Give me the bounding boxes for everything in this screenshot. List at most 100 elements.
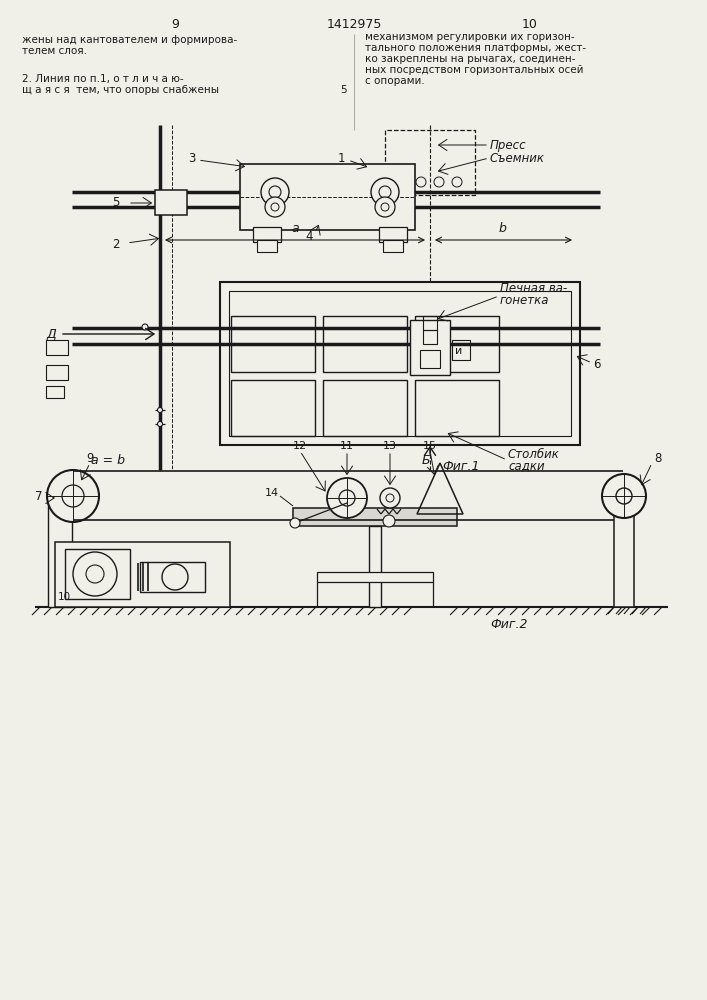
Circle shape bbox=[290, 518, 300, 528]
Bar bbox=[55, 542, 230, 607]
Bar bbox=[293, 508, 457, 526]
Bar bbox=[155, 190, 187, 215]
Bar bbox=[323, 316, 407, 372]
Circle shape bbox=[375, 197, 395, 217]
Bar bbox=[48, 493, 72, 607]
Bar bbox=[452, 340, 470, 360]
Bar bbox=[65, 549, 130, 599]
Text: ных посредством горизонтальных осей: ных посредством горизонтальных осей bbox=[365, 65, 583, 75]
Bar bbox=[420, 350, 440, 368]
Text: 12: 12 bbox=[293, 441, 307, 451]
Text: a: a bbox=[291, 222, 299, 234]
Text: 1412975: 1412975 bbox=[327, 17, 382, 30]
Circle shape bbox=[269, 186, 281, 198]
Text: Фиг.1: Фиг.1 bbox=[442, 460, 479, 474]
Text: Д: Д bbox=[46, 328, 56, 340]
Text: 10: 10 bbox=[58, 592, 71, 602]
Circle shape bbox=[383, 515, 395, 527]
Text: 9: 9 bbox=[86, 452, 94, 464]
Bar bbox=[415, 380, 499, 436]
Text: с опорами.: с опорами. bbox=[365, 76, 425, 86]
Text: 7: 7 bbox=[35, 489, 42, 502]
Circle shape bbox=[380, 488, 400, 508]
Circle shape bbox=[73, 552, 117, 596]
Text: щ а я с я  тем, что опоры снабжены: щ а я с я тем, что опоры снабжены bbox=[22, 85, 219, 95]
Circle shape bbox=[616, 488, 632, 504]
Circle shape bbox=[452, 177, 462, 187]
Bar bbox=[220, 282, 580, 445]
Text: a = b: a = b bbox=[91, 454, 125, 466]
Circle shape bbox=[416, 177, 426, 187]
Text: 8: 8 bbox=[654, 452, 661, 464]
Circle shape bbox=[158, 422, 163, 426]
Text: 13: 13 bbox=[383, 441, 397, 451]
Bar bbox=[410, 320, 450, 375]
Circle shape bbox=[379, 186, 391, 198]
Bar bbox=[231, 380, 315, 436]
Text: Съемник: Съемник bbox=[490, 152, 545, 165]
Text: гонетка: гонетка bbox=[500, 294, 549, 306]
Bar bbox=[229, 291, 571, 436]
Text: 10: 10 bbox=[522, 17, 538, 30]
Bar bbox=[317, 572, 433, 582]
Text: ко закреплены на рычагах, соединен-: ко закреплены на рычагах, соединен- bbox=[365, 54, 575, 64]
Text: 6: 6 bbox=[593, 359, 600, 371]
Bar bbox=[423, 316, 437, 330]
Text: b: b bbox=[498, 222, 506, 234]
Bar bbox=[46, 340, 68, 355]
Text: тального положения платформы, жест-: тального положения платформы, жест- bbox=[365, 43, 586, 53]
Circle shape bbox=[434, 177, 444, 187]
Text: 1: 1 bbox=[338, 151, 346, 164]
Circle shape bbox=[62, 485, 84, 507]
Bar bbox=[383, 240, 403, 252]
Text: телем слоя.: телем слоя. bbox=[22, 46, 87, 56]
Circle shape bbox=[261, 178, 289, 206]
Bar bbox=[231, 316, 315, 372]
Circle shape bbox=[327, 478, 367, 518]
Circle shape bbox=[142, 324, 148, 330]
Circle shape bbox=[602, 474, 646, 518]
Bar bbox=[369, 526, 381, 607]
Text: 5: 5 bbox=[112, 196, 119, 210]
Circle shape bbox=[381, 203, 389, 211]
Circle shape bbox=[86, 565, 104, 583]
Bar bbox=[46, 386, 64, 398]
Circle shape bbox=[271, 203, 279, 211]
Circle shape bbox=[339, 490, 355, 506]
Text: механизмом регулировки их горизон-: механизмом регулировки их горизон- bbox=[365, 32, 575, 42]
Text: 15: 15 bbox=[423, 441, 437, 451]
Bar bbox=[379, 227, 407, 242]
Bar bbox=[46, 365, 68, 380]
Text: Столбик: Столбик bbox=[508, 448, 560, 462]
Text: 2. Линия по п.1, о т л и ч а ю-: 2. Линия по п.1, о т л и ч а ю- bbox=[22, 74, 184, 84]
Circle shape bbox=[158, 408, 163, 412]
Text: и: и bbox=[455, 346, 462, 356]
Bar bbox=[140, 562, 205, 592]
Bar bbox=[240, 164, 415, 230]
Circle shape bbox=[162, 564, 188, 590]
Bar bbox=[323, 380, 407, 436]
Text: жены над кантователем и формирова-: жены над кантователем и формирова- bbox=[22, 35, 238, 45]
Circle shape bbox=[386, 494, 394, 502]
Text: 3: 3 bbox=[188, 151, 195, 164]
Circle shape bbox=[47, 470, 99, 522]
Bar bbox=[257, 240, 277, 252]
Text: Печная ва-: Печная ва- bbox=[500, 282, 567, 294]
Text: 2: 2 bbox=[112, 238, 119, 251]
Text: садки: садки bbox=[508, 460, 544, 473]
Bar bbox=[423, 330, 437, 344]
Circle shape bbox=[265, 197, 285, 217]
Bar bbox=[385, 130, 475, 195]
Text: 9: 9 bbox=[171, 17, 179, 30]
Bar bbox=[415, 316, 499, 372]
Circle shape bbox=[371, 178, 399, 206]
Bar bbox=[614, 498, 634, 607]
Text: 14: 14 bbox=[265, 488, 279, 498]
Text: 11: 11 bbox=[340, 441, 354, 451]
Text: 4: 4 bbox=[305, 231, 312, 243]
Text: Фиг.2: Фиг.2 bbox=[490, 617, 527, 631]
Bar bbox=[253, 227, 281, 242]
Text: Пресс: Пресс bbox=[490, 138, 527, 151]
Text: 5: 5 bbox=[340, 85, 346, 95]
Circle shape bbox=[398, 177, 408, 187]
